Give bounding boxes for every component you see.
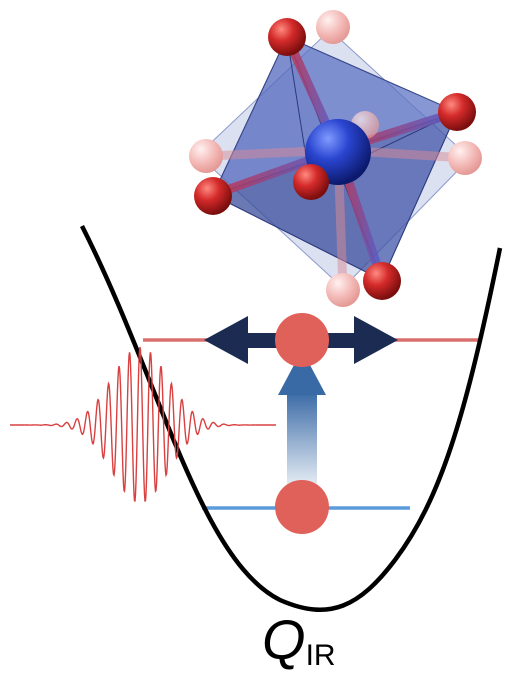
axis-subscript: IR <box>305 639 336 672</box>
laser-pulse-icon <box>10 346 276 503</box>
phonon-ball-icon <box>275 480 329 534</box>
octahedron-icon <box>189 10 482 307</box>
axis-label: QIR <box>262 612 336 671</box>
excitation-arrow <box>278 350 326 490</box>
phonon-ball-icon <box>275 313 329 367</box>
axis-symbol: Q <box>262 608 306 671</box>
